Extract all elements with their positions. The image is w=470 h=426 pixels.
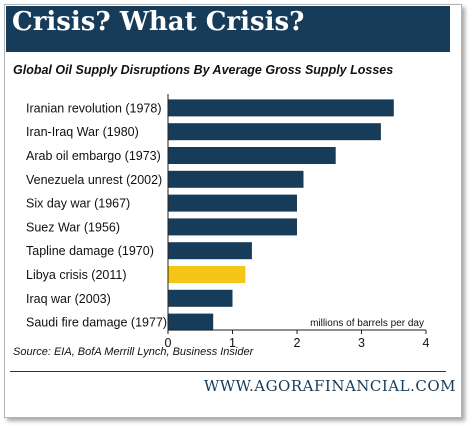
bar [168, 147, 336, 164]
chart-title: Global Oil Supply Disruptions By Average… [13, 63, 394, 77]
x-tick-label: 3 [358, 336, 365, 350]
x-tick-label: 0 [165, 336, 172, 350]
bar [168, 123, 381, 141]
footer-divider [10, 371, 446, 372]
bar [168, 313, 214, 331]
bar [168, 194, 297, 212]
category-label: Arab oil embargo (1973) [26, 149, 161, 163]
bar-highlight [168, 266, 246, 283]
x-tick-label: 4 [423, 336, 430, 350]
bar [168, 170, 304, 188]
x-axis-title: millions of barrels per day [310, 318, 424, 329]
page-title: Crisis? What Crisis? [12, 7, 305, 37]
category-label: Iran-Iraq War (1980) [26, 125, 139, 139]
category-label: Iraq war (2003) [26, 292, 111, 306]
category-label: Venezuela unrest (2002) [26, 173, 162, 187]
bar [168, 289, 233, 307]
category-label: Suez War (1956) [26, 220, 120, 234]
x-tick-label: 2 [294, 336, 301, 350]
category-label: Iranian revolution (1978) [26, 101, 162, 115]
bar [168, 218, 297, 236]
category-label: Tapline damage (1970) [26, 244, 154, 258]
source-note: Source: EIA, BofA Merrill Lynch, Busines… [13, 346, 254, 358]
website-link[interactable]: WWW.AGORAFINANCIAL.COM [203, 377, 456, 395]
category-label: Six day war (1967) [26, 197, 130, 211]
category-label: Saudi fire damage (1977) [26, 316, 167, 330]
bar [168, 99, 394, 117]
x-tick-label: 1 [229, 336, 236, 350]
header-banner [6, 6, 450, 52]
bar [168, 242, 252, 260]
category-label: Libya crisis (2011) [26, 268, 127, 282]
